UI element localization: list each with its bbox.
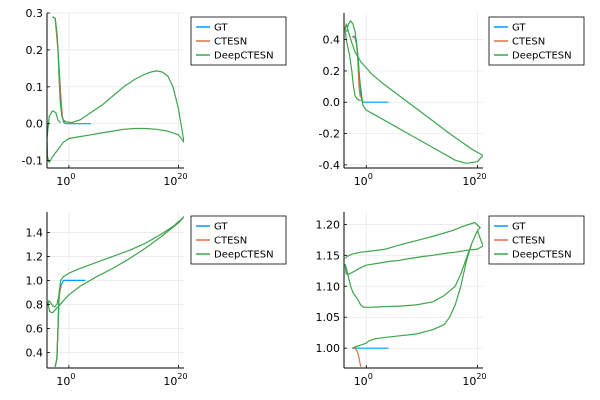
legend-label-ctesn: CTESN: [214, 236, 247, 247]
series-line-deepctesn: [344, 221, 483, 349]
y-tick-label: 0.4: [323, 34, 341, 47]
y-tick-label: 0.2: [323, 65, 341, 78]
legend: GT CTESN DeepCTESN: [190, 16, 287, 66]
x-tick-label: 1020: [462, 372, 486, 388]
legend-label-deepctesn: DeepCTESN: [512, 250, 572, 261]
x-tick-label: 100: [354, 172, 373, 188]
series-line-ctesn: [352, 347, 362, 367]
legend-label-ctesn: CTESN: [512, 37, 545, 48]
y-tick-label: 1.05: [316, 311, 341, 324]
series-line-deepctesn: [47, 216, 184, 367]
y-tick-label: -0.2: [319, 128, 340, 141]
legend: GT CTESN DeepCTESN: [488, 16, 585, 66]
legend: GT CTESN DeepCTESN: [190, 215, 287, 265]
y-tick-label: 0.4: [26, 346, 44, 359]
x-tick-label: 1020: [163, 172, 187, 188]
series-group: [47, 216, 184, 367]
legend-label-deepctesn: DeepCTESN: [214, 51, 274, 62]
series-group: [344, 221, 483, 367]
y-tick-label: 1.00: [316, 342, 341, 355]
legend: GT CTESN DeepCTESN: [488, 215, 585, 265]
legend-label-ctesn: CTESN: [214, 37, 247, 48]
x-tick-label: 100: [354, 372, 373, 388]
y-tick-label: 1.20: [316, 218, 341, 231]
y-tick-label: -0.4: [319, 159, 340, 172]
y-tick-label: -0.1: [22, 155, 43, 168]
x-tick-label: 1020: [163, 372, 187, 388]
x-tick-label: 1020: [462, 172, 486, 188]
x-tick-label: 100: [56, 172, 75, 188]
series-line-deepctesn: [344, 20, 483, 164]
legend-label-gt: GT: [214, 23, 228, 34]
y-tick-label: 0.0: [26, 118, 44, 131]
subplot-bottom-right: 1.00 1.05 1.10 1.15 1.20 100 1020 GT CTESN DeepCT…: [316, 212, 585, 388]
legend-box: [488, 215, 585, 265]
y-tick-label: 1.15: [316, 249, 341, 262]
subplot-bottom-left: 0.4 0.6 0.8 1.0 1.2 1.4 100 1020 GT CTESN DeepCTES…: [26, 212, 287, 388]
subplot-top-left: -0.1 0.0 0.1 0.2 0.3 100 1020 GT CTESN DeepCTESN: [22, 7, 287, 188]
legend-label-gt: GT: [214, 222, 228, 233]
y-tick-label: 0.3: [26, 7, 44, 20]
legend-label-ctesn: CTESN: [512, 236, 545, 247]
series-group: [344, 20, 483, 164]
legend-label-gt: GT: [512, 23, 526, 34]
y-tick-label: 0.2: [26, 44, 44, 57]
y-tick-label: 0.8: [26, 298, 44, 311]
y-tick-label: 1.10: [316, 280, 341, 293]
y-tick-label: 0.6: [26, 322, 44, 335]
subplot-top-right: -0.4 -0.2 0.0 0.2 0.4 100 1020 GT CTESN DeepCTESN: [319, 13, 585, 188]
y-tick-label: 1.2: [26, 250, 44, 263]
y-tick-label: 1.0: [26, 274, 44, 287]
y-tick-label: 0.0: [323, 96, 341, 109]
x-tick-label: 100: [56, 372, 75, 388]
legend-label-deepctesn: DeepCTESN: [214, 250, 274, 261]
legend-label-deepctesn: DeepCTESN: [512, 51, 572, 62]
y-tick-label: 0.1: [26, 81, 44, 94]
y-tick-label: 1.4: [26, 226, 44, 239]
legend-label-gt: GT: [512, 222, 526, 233]
